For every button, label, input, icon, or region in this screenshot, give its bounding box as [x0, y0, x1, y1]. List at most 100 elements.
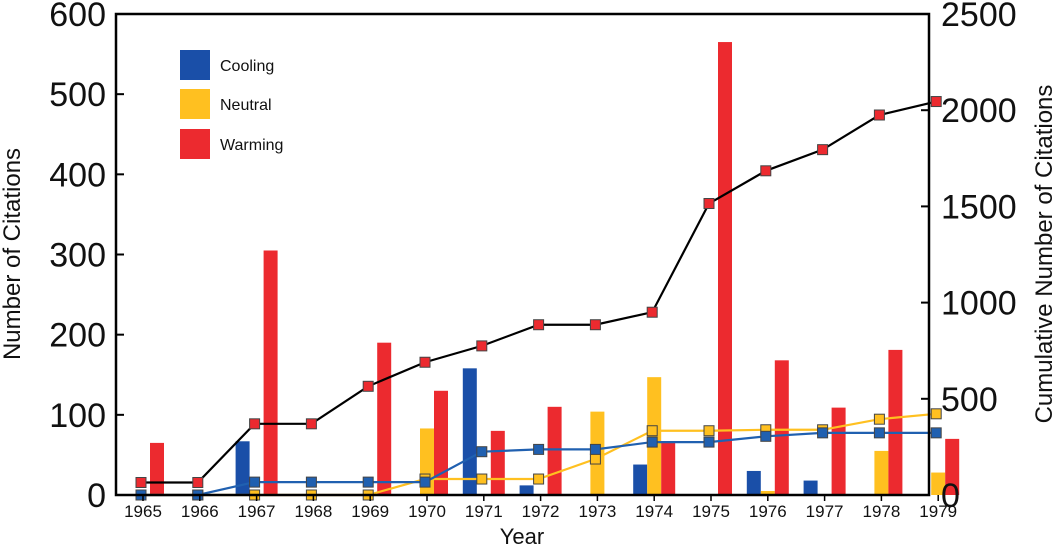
bar-warming-1965 — [150, 442, 164, 495]
cumulative-marker-cooling-1973 — [589, 443, 601, 455]
left-tick-label-400: 400 — [49, 156, 106, 194]
legend-swatch-warming — [180, 129, 210, 159]
left-y-axis: 0 100 200 300 400 500 600 — [49, 0, 124, 515]
bar-cooling-1974 — [633, 464, 648, 495]
cumulative-marker-cooling-1975 — [703, 436, 715, 448]
left-tick-label-0: 0 — [87, 477, 106, 515]
right-tick-label-0: 0 — [941, 477, 960, 515]
right-tick-label-2500: 2500 — [941, 0, 1017, 34]
cumulative-marker-neutral-1974 — [646, 425, 658, 437]
cumulative-marker-total-1967 — [249, 418, 261, 430]
cumulative-marker-total-1966 — [192, 476, 204, 488]
plot-frame — [114, 12, 931, 497]
bar-neutral-1978 — [874, 450, 889, 495]
x-tick-label-1971: 1971 — [465, 502, 503, 521]
cumulative-marker-total-1973 — [589, 319, 601, 331]
legend-label-cooling: Cooling — [220, 58, 274, 75]
bars-layer — [150, 42, 960, 495]
cumulative-marker-cooling-1969 — [362, 476, 374, 488]
x-tick-label-1968: 1968 — [294, 502, 332, 521]
cumulative-marker-cooling-1979 — [930, 427, 942, 439]
cumulative-marker-total-1978 — [873, 109, 885, 121]
cumulative-marker-total-1972 — [533, 319, 545, 331]
cumulative-marker-cooling-1971 — [476, 446, 488, 458]
bar-cooling-1977 — [803, 480, 818, 495]
legend-swatch-cooling — [180, 50, 210, 80]
x-tick-label-1969: 1969 — [351, 502, 389, 521]
cumulative-line-total — [141, 100, 937, 484]
cumulative-marker-total-1971 — [476, 340, 488, 352]
bar-warming-1972 — [547, 406, 562, 495]
bar-warming-1967 — [263, 250, 278, 495]
legend: Cooling Neutral Warming — [180, 50, 283, 159]
bar-cooling-1971 — [462, 368, 477, 495]
cumulative-marker-total-1965 — [135, 476, 147, 488]
x-tick-label-1970: 1970 — [408, 502, 446, 521]
left-tick-label-500: 500 — [49, 76, 106, 114]
cumulative-marker-neutral-1978 — [873, 413, 885, 425]
bar-warming-1971 — [490, 430, 505, 495]
cumulative-marker-total-1976 — [760, 165, 772, 177]
x-tick-label-1972: 1972 — [522, 502, 560, 521]
right-tick-label-1000: 1000 — [941, 285, 1017, 323]
cumulative-marker-cooling-1967 — [249, 476, 261, 488]
x-tick-label-1966: 1966 — [181, 502, 219, 521]
cumulative-marker-neutral-1972 — [533, 473, 545, 485]
cumulative-lines-layer — [135, 96, 942, 501]
cumulative-marker-total-1969 — [362, 380, 374, 392]
left-tick-label-100: 100 — [49, 397, 106, 435]
bar-warming-1978 — [888, 349, 903, 495]
x-tick-label-1977: 1977 — [806, 502, 844, 521]
left-tick-label-200: 200 — [49, 317, 106, 355]
bar-warming-1977 — [831, 407, 846, 495]
cumulative-marker-total-1975 — [703, 198, 715, 210]
legend-swatch-neutral — [180, 89, 210, 119]
cumulative-marker-neutral-1973 — [589, 453, 601, 465]
cumulative-marker-neutral-1979 — [930, 408, 942, 420]
cumulative-marker-total-1974 — [646, 306, 658, 318]
right-y-axis-title: Cumulative Number of Citations — [1031, 85, 1058, 424]
left-y-axis-title: Number of Citations — [0, 148, 26, 360]
x-tick-label-1967: 1967 — [238, 502, 276, 521]
x-tick-label-1978: 1978 — [862, 502, 900, 521]
cumulative-marker-neutral-1975 — [703, 425, 715, 437]
x-tick-label-1974: 1974 — [635, 502, 673, 521]
cumulative-marker-total-1970 — [419, 356, 431, 368]
bar-cooling-1976 — [746, 470, 761, 495]
bar-warming-1969 — [377, 342, 392, 495]
legend-label-neutral: Neutral — [220, 97, 272, 114]
right-tick-label-500: 500 — [941, 381, 998, 419]
x-tick-label-1979: 1979 — [919, 502, 957, 521]
x-axis: 1965 1966 1967 1968 1969 1970 1971 1972 1973 1974… — [124, 495, 957, 521]
cumulative-marker-cooling-1974 — [646, 436, 658, 448]
x-tick-label-1965: 1965 — [124, 502, 162, 521]
cumulative-marker-cooling-1978 — [873, 427, 885, 439]
cumulative-marker-neutral-1971 — [476, 473, 488, 485]
bar-neutral-1976 — [760, 490, 775, 495]
legend-label-warming: Warming — [220, 137, 283, 154]
bar-cooling-1972 — [519, 485, 534, 495]
x-axis-title: Year — [500, 524, 544, 547]
cumulative-marker-cooling-1977 — [817, 427, 829, 439]
cumulative-marker-cooling-1970 — [419, 476, 431, 488]
cumulative-marker-total-1977 — [817, 144, 829, 156]
left-tick-label-600: 600 — [49, 0, 106, 34]
bar-warming-1979 — [945, 438, 960, 495]
right-y-axis: 0 500 1000 1500 2000 2500 — [921, 0, 1017, 515]
x-tick-label-1976: 1976 — [749, 502, 787, 521]
cumulative-marker-cooling-1972 — [533, 443, 545, 455]
left-tick-label-300: 300 — [49, 237, 106, 275]
bar-warming-1970 — [434, 390, 448, 495]
cumulative-marker-total-1968 — [305, 418, 317, 430]
bar-neutral-1979 — [931, 472, 946, 495]
cumulative-marker-total-1979 — [930, 96, 942, 108]
right-tick-label-2000: 2000 — [941, 92, 1017, 130]
cumulative-marker-cooling-1968 — [305, 476, 317, 488]
x-tick-label-1975: 1975 — [692, 502, 730, 521]
bar-warming-1976 — [774, 360, 789, 495]
bar-warming-1974 — [661, 442, 676, 495]
bar-warming-1975 — [718, 42, 732, 495]
right-tick-label-1500: 1500 — [941, 188, 1017, 226]
x-tick-label-1973: 1973 — [578, 502, 616, 521]
